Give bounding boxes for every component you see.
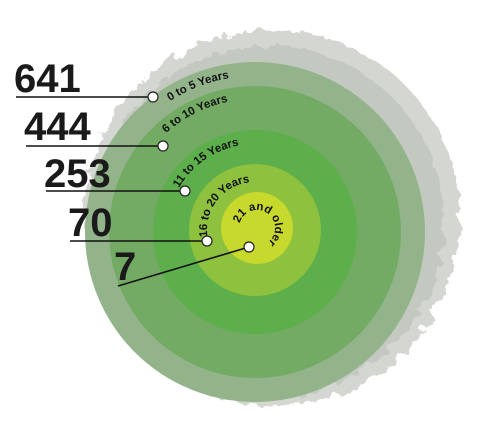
- leader-dot: [201, 235, 213, 247]
- leader-line: [117, 246, 250, 287]
- count: 253: [44, 152, 111, 196]
- count: 7: [114, 245, 136, 289]
- leader-dot: [179, 185, 191, 197]
- leader-dot: [243, 241, 255, 253]
- ring-4: [221, 192, 293, 264]
- count: 70: [68, 201, 113, 245]
- count: 444: [24, 105, 91, 149]
- leader-dot: [157, 140, 169, 152]
- leader-dot: [147, 91, 159, 103]
- count: 641: [14, 57, 81, 101]
